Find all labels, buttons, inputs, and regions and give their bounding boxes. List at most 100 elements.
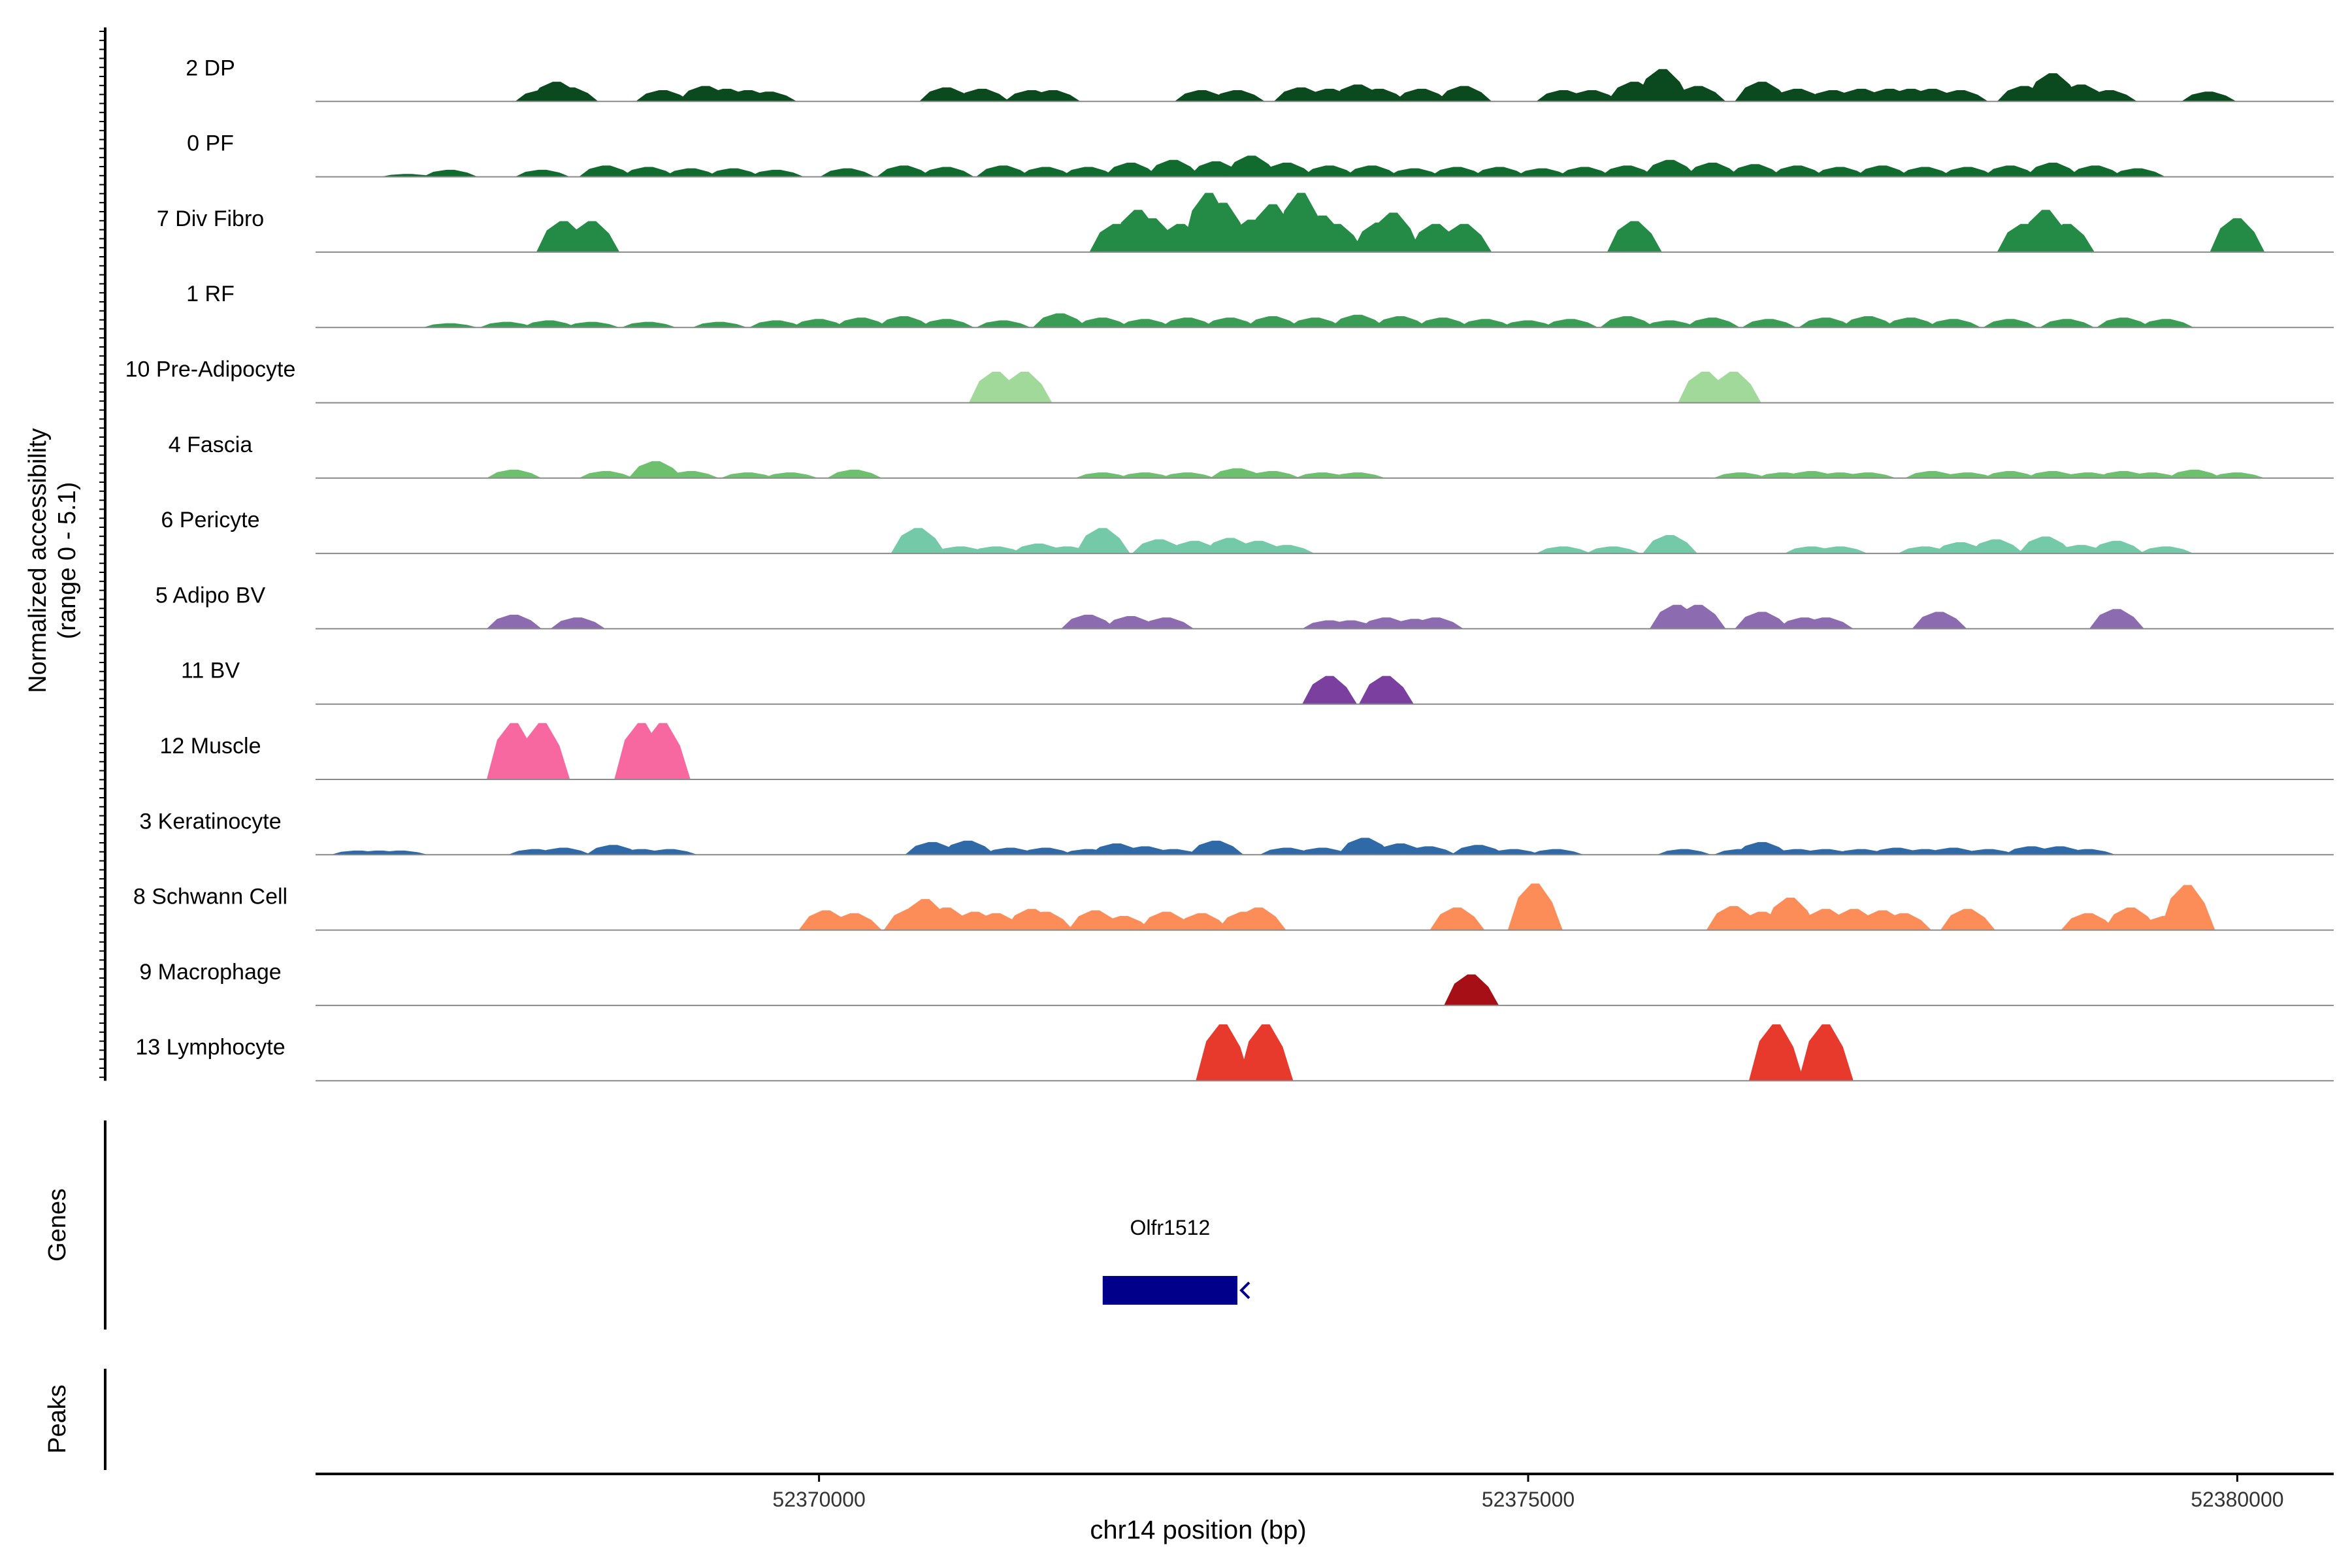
coverage-peak [1933, 90, 1989, 102]
coverage-peak [2025, 163, 2081, 177]
coverage-peak [621, 167, 677, 177]
coverage-peak [2110, 168, 2166, 177]
coverage-peak [2039, 319, 2095, 328]
coverage-peak [1146, 849, 1201, 855]
coverage-peak [1983, 319, 2038, 328]
coverage-peak [1295, 847, 1350, 855]
coverage-peak [763, 472, 819, 478]
coverage-peak [1259, 545, 1315, 554]
coverage-peak [1401, 846, 1457, 855]
coverage-peak [791, 319, 847, 328]
coverage-peak [1671, 604, 1726, 629]
coverage-peak [1713, 472, 1769, 478]
coverage-peak [1812, 167, 1868, 177]
coverage-peak [522, 320, 578, 328]
coverage-peak [1117, 472, 1173, 478]
x-tick-label: 52375000 [1482, 1488, 1575, 1511]
coverage-peak [1812, 546, 1868, 554]
coverage-peak [1635, 69, 1691, 102]
coverage-peak [1735, 841, 1790, 855]
genes-panel: Genes Olfr1512 [44, 1120, 1250, 1330]
coverage-peak [1103, 163, 1159, 177]
coverage-peak [1451, 845, 1507, 855]
coverage-peak [692, 321, 747, 328]
coverage-peak [1514, 168, 1570, 177]
coverage-peak [1160, 318, 1216, 328]
track-label: 10 Pre-Adipocyte [125, 357, 296, 382]
coverage-peak [1586, 546, 1641, 554]
coverage-peak [1018, 847, 1073, 855]
coverage-peak [1245, 316, 1301, 328]
track: 7 Div Fibro [157, 193, 2334, 253]
coverage-peak [1075, 472, 1130, 478]
coverage-peak [1238, 1024, 1294, 1081]
coverage-peak [820, 168, 875, 177]
coverage-peak [1940, 472, 1995, 478]
coverage-peak [1536, 546, 1592, 554]
coverage-peak [2082, 90, 2138, 102]
coverage-peak [1018, 911, 1073, 930]
coverage-peak [2039, 223, 2095, 252]
coverage-peak [635, 723, 691, 779]
coverage-peak [1387, 168, 1443, 177]
coverage-peak [1075, 318, 1130, 328]
coverage-peak [1146, 159, 1201, 177]
coverage-peak [1330, 472, 1386, 478]
coverage-peak [2138, 319, 2194, 328]
coverage-peak [1599, 316, 1655, 328]
coverage-peak [543, 87, 598, 102]
track-label: 0 PF [187, 131, 234, 156]
x-axis: 52370000 52375000 52380000 [316, 1473, 2334, 1511]
track-label: 13 Lymphocyte [135, 1035, 285, 1060]
coverage-peak [1437, 223, 1492, 252]
coverage-peak [876, 316, 932, 328]
coverage-peak [1840, 472, 1896, 478]
coverage-peak [1472, 167, 1527, 177]
track: 8 Schwann Cell [133, 883, 2334, 931]
coverage-peak [2061, 849, 2116, 855]
coverage-peak [826, 469, 882, 478]
coverage-peak [550, 617, 606, 629]
coverage-peak [664, 168, 719, 177]
track: 0 PF [187, 131, 2334, 178]
coverage-peak [2125, 472, 2180, 478]
coverage-peak [1607, 221, 1662, 252]
coverage-peak [2181, 91, 2236, 102]
coverage-peak [2210, 218, 2265, 252]
coverage-peak [1429, 907, 1485, 930]
coverage-peak [1288, 318, 1343, 328]
peaks-panel-label: Peaks [44, 1384, 71, 1454]
genes-panel-label: Genes [44, 1188, 71, 1262]
coverage-peak [1075, 528, 1130, 554]
coverage-peak [1557, 167, 1612, 177]
coverage-peak [2138, 546, 2194, 554]
coverage-peak [486, 469, 542, 478]
coverage-peak [1968, 539, 2024, 554]
coverage-peak [1437, 86, 1492, 102]
y-axis-label-range: (range 0 - 5.1) [54, 482, 81, 640]
coverage-peak [890, 528, 946, 554]
coverage-peak [1642, 535, 1698, 554]
coverage-peak [1543, 319, 1599, 328]
coverage-peak [1429, 167, 1485, 177]
coverage-peak [2103, 907, 2159, 930]
coverage-peak [621, 321, 677, 328]
track-label: 4 Fascia [169, 433, 253, 457]
coverage-peak [1798, 617, 1854, 629]
coverage-peak [1983, 165, 2038, 177]
coverage-peak [1742, 319, 1797, 328]
coverage-peak [1735, 612, 1790, 629]
track: 12 Muscle [160, 723, 2334, 780]
coverage-peak [423, 323, 478, 328]
coverage-peak [1983, 471, 2038, 478]
coverage-peak [1231, 907, 1286, 930]
coverage-peak [1302, 165, 1358, 177]
coverage-peak [2068, 165, 2123, 177]
coverage-peak [1373, 316, 1428, 328]
coverage-peak [1855, 165, 1910, 177]
track-label: 11 BV [181, 659, 240, 683]
coverage-peak [515, 723, 570, 779]
coverage-peak [1940, 167, 1995, 177]
gene-name: Olfr1512 [1130, 1216, 1211, 1239]
